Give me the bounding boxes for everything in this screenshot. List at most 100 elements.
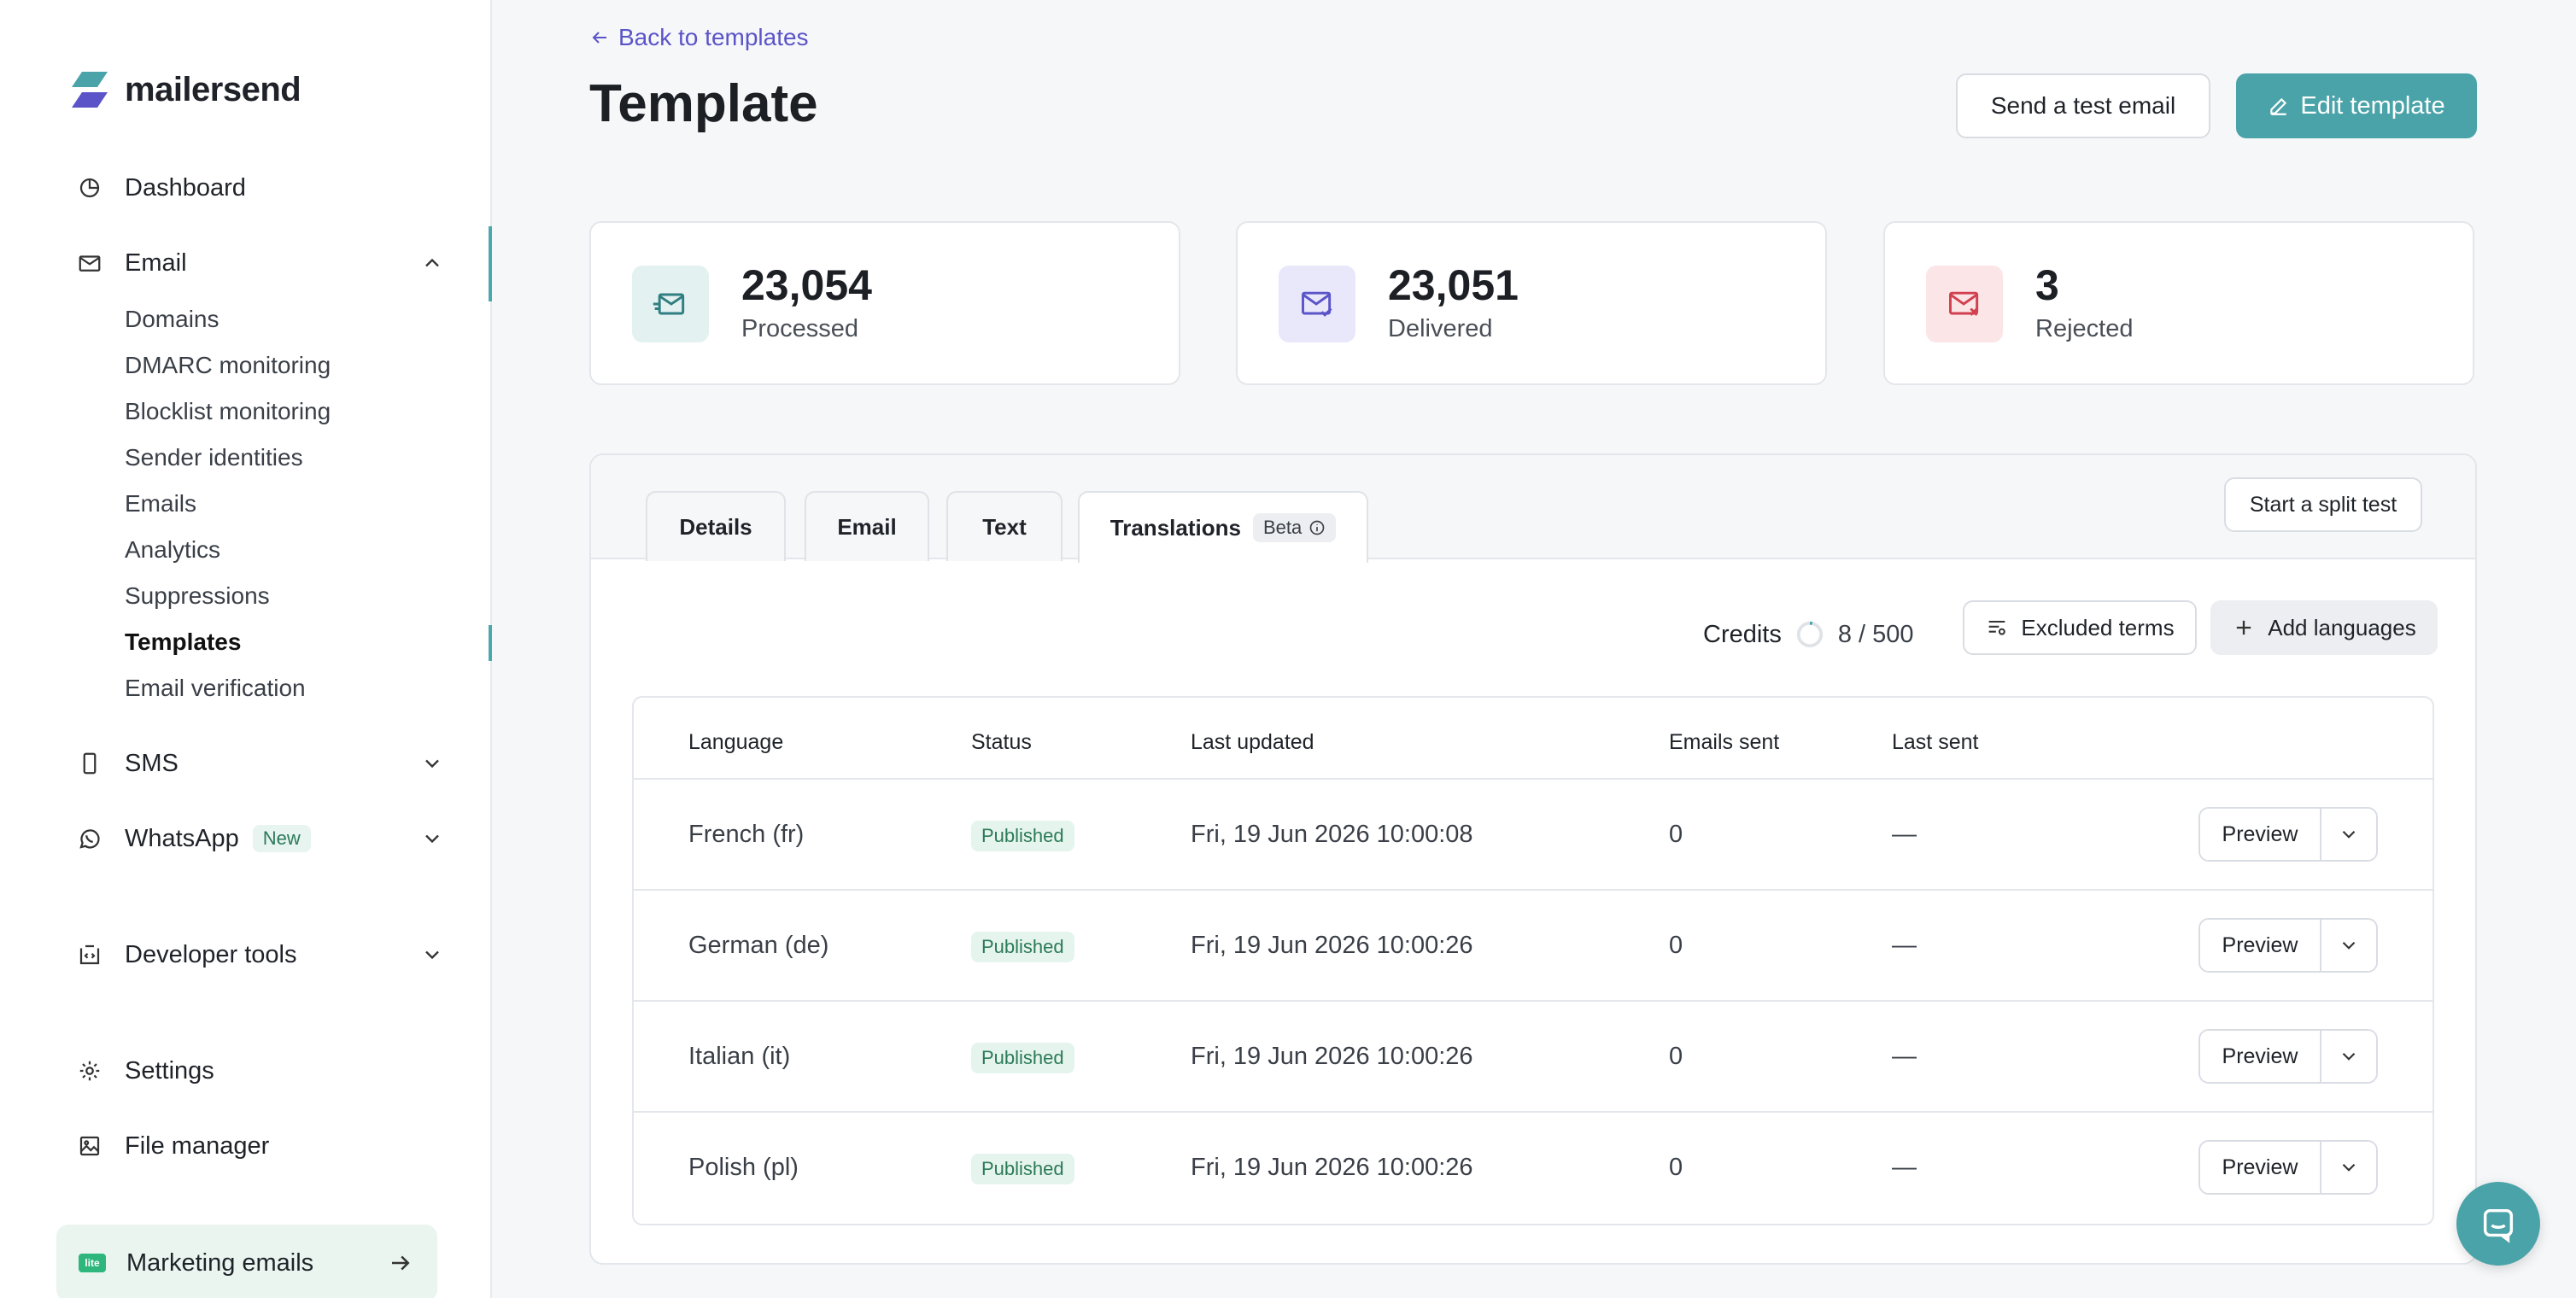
sidebar-sub-suppressions[interactable]: Suppressions bbox=[125, 582, 270, 609]
sidebar-sub-analytics[interactable]: Analytics bbox=[125, 536, 221, 563]
sidebar-item-settings[interactable]: Settings bbox=[75, 1045, 444, 1096]
tab-text[interactable]: Text bbox=[946, 491, 1063, 561]
sidebar-item-email[interactable]: Email bbox=[75, 237, 444, 289]
sidebar-item-label: Developer tools bbox=[125, 940, 297, 968]
sidebar-sub-templates[interactable]: Templates bbox=[125, 629, 242, 655]
tab-details[interactable]: Details bbox=[646, 491, 786, 561]
delivered-label: Delivered bbox=[1388, 315, 1493, 342]
last-sent-cell: — bbox=[1892, 932, 1917, 959]
last-sent-cell: — bbox=[1892, 1154, 1917, 1181]
last-sent-cell: — bbox=[1892, 821, 1917, 848]
marketing-emails-label: Marketing emails bbox=[126, 1248, 314, 1277]
translations-panel: Details Email Text Translations Beta Sta… bbox=[589, 453, 2477, 1265]
tab-translations[interactable]: Translations Beta bbox=[1078, 491, 1368, 563]
credits-progress-ring bbox=[1796, 621, 1823, 648]
preview-options-button[interactable] bbox=[2321, 920, 2376, 971]
tab-email[interactable]: Email bbox=[805, 491, 929, 561]
sidebar-item-label: Dashboard bbox=[125, 173, 246, 202]
language-cell: Polish (pl) bbox=[688, 1154, 799, 1181]
developer-tools-icon bbox=[75, 940, 104, 969]
info-icon[interactable] bbox=[1308, 519, 1326, 536]
last-updated-cell: Fri, 19 Jun 2026 10:00:08 bbox=[1191, 821, 1473, 848]
sidebar-item-file-manager[interactable]: File manager bbox=[75, 1120, 444, 1172]
sidebar-item-sms[interactable]: SMS bbox=[75, 738, 444, 789]
sidebar-item-whatsapp[interactable]: WhatsApp New bbox=[75, 813, 444, 864]
chevron-down-icon bbox=[2342, 941, 2356, 950]
sidebar-item-dashboard[interactable]: Dashboard bbox=[75, 162, 444, 213]
logo[interactable]: mailersend bbox=[68, 67, 302, 113]
language-cell: German (de) bbox=[688, 932, 829, 959]
credits-count: 8 / 500 bbox=[1837, 620, 1914, 648]
language-cell: Italian (it) bbox=[688, 1043, 791, 1070]
excluded-terms-button[interactable]: Excluded terms bbox=[1963, 600, 2197, 655]
edit-template-label: Edit template bbox=[2300, 91, 2445, 120]
status-badge: Published bbox=[971, 1043, 1074, 1073]
dashboard-icon bbox=[75, 173, 104, 202]
sidebar-sub-email-verification[interactable]: Email verification bbox=[125, 675, 306, 701]
sidebar-item-developer-tools[interactable]: Developer tools bbox=[75, 929, 444, 980]
start-split-test-button[interactable]: Start a split test bbox=[2224, 477, 2422, 532]
sidebar-item-label: SMS bbox=[125, 749, 179, 777]
column-header-status: Status bbox=[971, 730, 1032, 754]
rejected-label: Rejected bbox=[2035, 315, 2134, 342]
active-section-indicator bbox=[489, 226, 492, 301]
processed-mail-icon bbox=[632, 266, 709, 342]
sidebar-sub-dmarc-monitoring[interactable]: DMARC monitoring bbox=[125, 352, 331, 378]
delivered-mail-icon bbox=[1279, 266, 1355, 342]
sidebar-item-label: Settings bbox=[125, 1056, 214, 1085]
add-languages-label: Add languages bbox=[2268, 614, 2416, 640]
sidebar-sub-sender-identities[interactable]: Sender identities bbox=[125, 444, 303, 471]
beta-badge-label: Beta bbox=[1262, 517, 1303, 538]
sidebar-item-label: Email bbox=[125, 248, 187, 277]
add-languages-button[interactable]: Add languages bbox=[2210, 600, 2438, 655]
sidebar-sub-domains[interactable]: Domains bbox=[125, 306, 220, 332]
file-manager-icon bbox=[75, 1131, 104, 1161]
preview-options-button[interactable] bbox=[2321, 1031, 2376, 1082]
chat-support-button[interactable] bbox=[2456, 1182, 2540, 1266]
gear-icon bbox=[75, 1056, 104, 1085]
stat-card-delivered: 23,051 Delivered bbox=[1236, 221, 1827, 385]
preview-options-button[interactable] bbox=[2321, 1142, 2376, 1193]
preview-button[interactable]: Preview bbox=[2200, 1142, 2321, 1193]
sms-icon bbox=[75, 749, 104, 778]
stat-card-rejected: 3 Rejected bbox=[1883, 221, 2474, 385]
credits-label: Credits bbox=[1703, 620, 1782, 648]
preview-options-button[interactable] bbox=[2321, 809, 2376, 860]
emails-sent-cell: 0 bbox=[1669, 1154, 1683, 1181]
preview-button[interactable]: Preview bbox=[2200, 920, 2321, 971]
preview-split-button: Preview bbox=[2198, 1140, 2378, 1195]
last-updated-cell: Fri, 19 Jun 2026 10:00:26 bbox=[1191, 1043, 1473, 1070]
tab-translations-label: Translations bbox=[1109, 514, 1241, 541]
send-test-email-button[interactable]: Send a test email bbox=[1956, 73, 2210, 138]
column-header-language: Language bbox=[688, 730, 784, 754]
plus-icon bbox=[2237, 620, 2251, 635]
active-item-indicator bbox=[489, 625, 492, 661]
column-header-emails-sent: Emails sent bbox=[1669, 730, 1780, 754]
processed-label: Processed bbox=[741, 315, 859, 342]
last-sent-cell: — bbox=[1892, 1043, 1917, 1070]
column-header-last-sent: Last sent bbox=[1892, 730, 1979, 754]
arrow-left-icon bbox=[592, 32, 606, 44]
chevron-down-icon[interactable] bbox=[420, 827, 444, 851]
rejected-mail-icon bbox=[1926, 266, 2003, 342]
preview-split-button: Preview bbox=[2198, 1029, 2378, 1084]
chevron-down-icon[interactable] bbox=[420, 751, 444, 775]
preview-button[interactable]: Preview bbox=[2200, 1031, 2321, 1082]
preview-split-button: Preview bbox=[2198, 918, 2378, 973]
excluded-terms-label: Excluded terms bbox=[2021, 614, 2175, 640]
edit-template-button[interactable]: Edit template bbox=[2236, 73, 2477, 138]
filter-list-icon bbox=[1989, 620, 2006, 635]
preview-button[interactable]: Preview bbox=[2200, 809, 2321, 860]
sidebar-sub-emails[interactable]: Emails bbox=[125, 490, 197, 517]
chevron-up-icon[interactable] bbox=[420, 251, 444, 275]
mailersend-logo-icon bbox=[72, 72, 108, 108]
chevron-down-icon[interactable] bbox=[420, 943, 444, 967]
back-to-templates-link[interactable]: Back to templates bbox=[589, 24, 809, 51]
table-row: Polish (pl) Published Fri, 19 Jun 2026 1… bbox=[634, 1111, 2433, 1222]
chat-icon bbox=[2483, 1208, 2514, 1243]
whatsapp-icon bbox=[75, 824, 104, 853]
sidebar-sub-blocklist-monitoring[interactable]: Blocklist monitoring bbox=[125, 398, 331, 424]
column-header-last-updated: Last updated bbox=[1191, 730, 1314, 754]
stat-card-processed: 23,054 Processed bbox=[589, 221, 1180, 385]
marketing-emails-link[interactable]: lite Marketing emails bbox=[56, 1225, 437, 1298]
